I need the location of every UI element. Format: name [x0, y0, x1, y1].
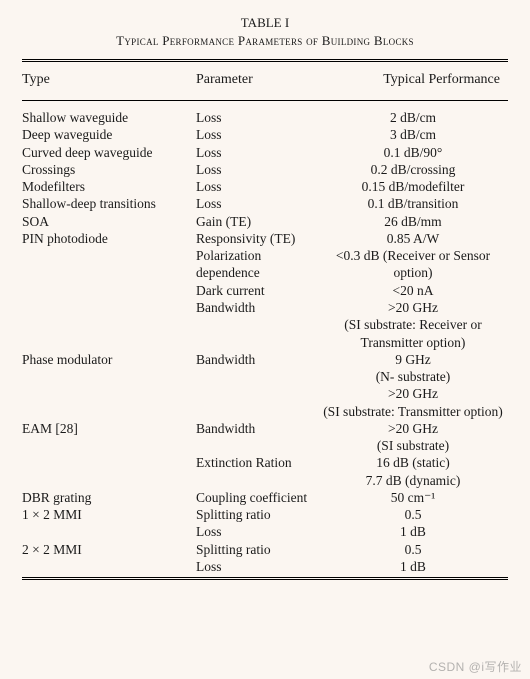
cell-performance: 0.1 dB/90°: [320, 144, 508, 161]
table-row: (SI substrate: Receiver or Transmitter o…: [22, 316, 508, 351]
cell-performance: 7.7 dB (dynamic): [320, 472, 508, 489]
table-row: PIN photodiodeResponsivity (TE)0.85 A/W: [22, 230, 508, 247]
table-row: EAM [28]Bandwidth>20 GHz: [22, 420, 508, 437]
cell-type: 2 × 2 MMI: [22, 541, 196, 558]
table-label: TABLE I: [22, 14, 508, 32]
cell-parameter: Bandwidth: [196, 299, 320, 316]
cell-type: Modefilters: [22, 178, 196, 195]
cell-parameter: Loss: [196, 109, 320, 126]
table-row: (N- substrate): [22, 368, 508, 385]
cell-performance: 0.85 A/W: [320, 230, 508, 247]
cell-type: SOA: [22, 213, 196, 230]
cell-parameter: Loss: [196, 523, 320, 540]
table-caption: TABLE I Typical Performance Parameters o…: [22, 14, 508, 49]
table-row: SOAGain (TE)26 dB/mm: [22, 213, 508, 230]
col-header-parameter: Parameter: [196, 72, 320, 88]
cell-performance: (SI substrate: Receiver or Transmitter o…: [320, 316, 508, 351]
table-row: Curved deep waveguideLoss0.1 dB/90°: [22, 144, 508, 161]
table-row: 7.7 dB (dynamic): [22, 472, 508, 489]
cell-type: DBR grating: [22, 489, 196, 506]
cell-parameter: Splitting ratio: [196, 506, 320, 523]
table-row: 1 × 2 MMISplitting ratio0.5: [22, 506, 508, 523]
table-row: Bandwidth>20 GHz: [22, 299, 508, 316]
watermark-text: CSDN @i写作业: [429, 658, 522, 675]
cell-parameter: Loss: [196, 161, 320, 178]
table-row: Polarization dependence<0.3 dB (Receiver…: [22, 247, 508, 282]
table-row: Shallow waveguideLoss2 dB/cm: [22, 109, 508, 126]
table-row: >20 GHz: [22, 385, 508, 402]
cell-parameter: Bandwidth: [196, 351, 320, 368]
table-body: Shallow waveguideLoss2 dB/cmDeep wavegui…: [22, 101, 508, 575]
cell-parameter: Loss: [196, 195, 320, 212]
cell-performance: (SI substrate: Transmitter option): [320, 403, 508, 420]
cell-parameter: Loss: [196, 558, 320, 575]
cell-performance: 50 cm⁻¹: [320, 489, 508, 506]
cell-parameter: Bandwidth: [196, 420, 320, 437]
table-row: Dark current<20 nA: [22, 282, 508, 299]
cell-type: Shallow-deep transitions: [22, 195, 196, 212]
cell-performance: >20 GHz: [320, 385, 508, 402]
cell-performance: <20 nA: [320, 282, 508, 299]
cell-performance: 0.15 dB/modefilter: [320, 178, 508, 195]
cell-type: 1 × 2 MMI: [22, 506, 196, 523]
cell-parameter: Loss: [196, 126, 320, 143]
cell-parameter: Loss: [196, 144, 320, 161]
cell-parameter: Gain (TE): [196, 213, 320, 230]
cell-parameter: Splitting ratio: [196, 541, 320, 558]
table-row: Shallow-deep transitionsLoss0.1 dB/trans…: [22, 195, 508, 212]
table-row: ModefiltersLoss0.15 dB/modefilter: [22, 178, 508, 195]
cell-performance: 0.1 dB/transition: [320, 195, 508, 212]
table-row: DBR gratingCoupling coefficient50 cm⁻¹: [22, 489, 508, 506]
table-row: Loss1 dB: [22, 558, 508, 575]
col-header-performance: Typical Performance: [320, 72, 508, 88]
cell-performance: 0.5: [320, 506, 508, 523]
table-header-row: Type Parameter Typical Performance: [22, 62, 508, 101]
cell-type: EAM [28]: [22, 420, 196, 437]
cell-parameter: Extinction Ration: [196, 454, 320, 471]
table-title: Typical Performance Parameters of Buildi…: [22, 32, 508, 50]
table-row: Phase modulatorBandwidth9 GHz: [22, 351, 508, 368]
cell-performance: 3 dB/cm: [320, 126, 508, 143]
cell-parameter: Responsivity (TE): [196, 230, 320, 247]
cell-performance: 26 dB/mm: [320, 213, 508, 230]
cell-type: Shallow waveguide: [22, 109, 196, 126]
cell-performance: (N- substrate): [320, 368, 508, 385]
cell-performance: 9 GHz: [320, 351, 508, 368]
table-row: (SI substrate: Transmitter option): [22, 403, 508, 420]
cell-type: Crossings: [22, 161, 196, 178]
table-figure: TABLE I Typical Performance Parameters o…: [0, 0, 530, 580]
cell-performance: 0.5: [320, 541, 508, 558]
cell-performance: >20 GHz: [320, 420, 508, 437]
cell-type: PIN photodiode: [22, 230, 196, 247]
cell-performance: 0.2 dB/crossing: [320, 161, 508, 178]
table-row: (SI substrate): [22, 437, 508, 454]
cell-performance: 16 dB (static): [320, 454, 508, 471]
cell-parameter: Coupling coefficient: [196, 489, 320, 506]
col-header-type: Type: [22, 72, 196, 88]
table-row: 2 × 2 MMISplitting ratio0.5: [22, 541, 508, 558]
cell-type: Phase modulator: [22, 351, 196, 368]
cell-parameter: Polarization dependence: [196, 247, 320, 282]
parameters-table: Type Parameter Typical Performance Shall…: [22, 59, 508, 580]
cell-performance: (SI substrate): [320, 437, 508, 454]
cell-type: Deep waveguide: [22, 126, 196, 143]
table-row: CrossingsLoss0.2 dB/crossing: [22, 161, 508, 178]
table-row: Loss1 dB: [22, 523, 508, 540]
cell-parameter: Dark current: [196, 282, 320, 299]
cell-performance: <0.3 dB (Receiver or Sensor option): [320, 247, 508, 282]
table-row: Extinction Ration16 dB (static): [22, 454, 508, 471]
cell-performance: 2 dB/cm: [320, 109, 508, 126]
cell-performance: >20 GHz: [320, 299, 508, 316]
cell-type: Curved deep waveguide: [22, 144, 196, 161]
cell-performance: 1 dB: [320, 558, 508, 575]
table-row: Deep waveguideLoss3 dB/cm: [22, 126, 508, 143]
cell-performance: 1 dB: [320, 523, 508, 540]
cell-parameter: Loss: [196, 178, 320, 195]
